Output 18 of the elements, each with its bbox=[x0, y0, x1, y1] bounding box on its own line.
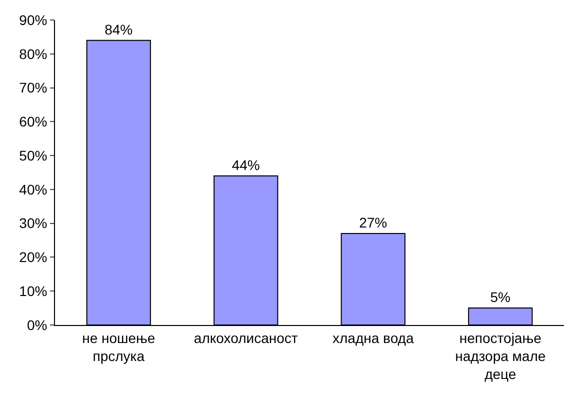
x-tick-label: не ношење прслука bbox=[82, 330, 156, 364]
y-tick-label: 70% bbox=[19, 80, 48, 96]
data-label: 5% bbox=[490, 289, 510, 306]
y-tick-label: 80% bbox=[19, 46, 48, 62]
data-label: 84% bbox=[104, 21, 133, 38]
y-tick-label: 60% bbox=[19, 114, 48, 130]
y-tick-label: 20% bbox=[19, 249, 48, 266]
x-tick-label: алкохолисаност bbox=[194, 330, 298, 346]
x-tick-label: хладна вода bbox=[332, 330, 414, 346]
y-tick-label: 30% bbox=[19, 215, 48, 232]
y-tick-label: 90% bbox=[19, 12, 48, 28]
y-tick-label: 50% bbox=[19, 147, 48, 164]
y-tick-label: 0% bbox=[26, 316, 48, 333]
y-tick-label: 10% bbox=[19, 283, 48, 300]
y-tick-label: 40% bbox=[19, 181, 48, 198]
x-tick-label: непостојање надзора мале деце bbox=[455, 330, 546, 382]
data-label: 27% bbox=[359, 214, 388, 230]
data-label: 44% bbox=[232, 156, 260, 173]
